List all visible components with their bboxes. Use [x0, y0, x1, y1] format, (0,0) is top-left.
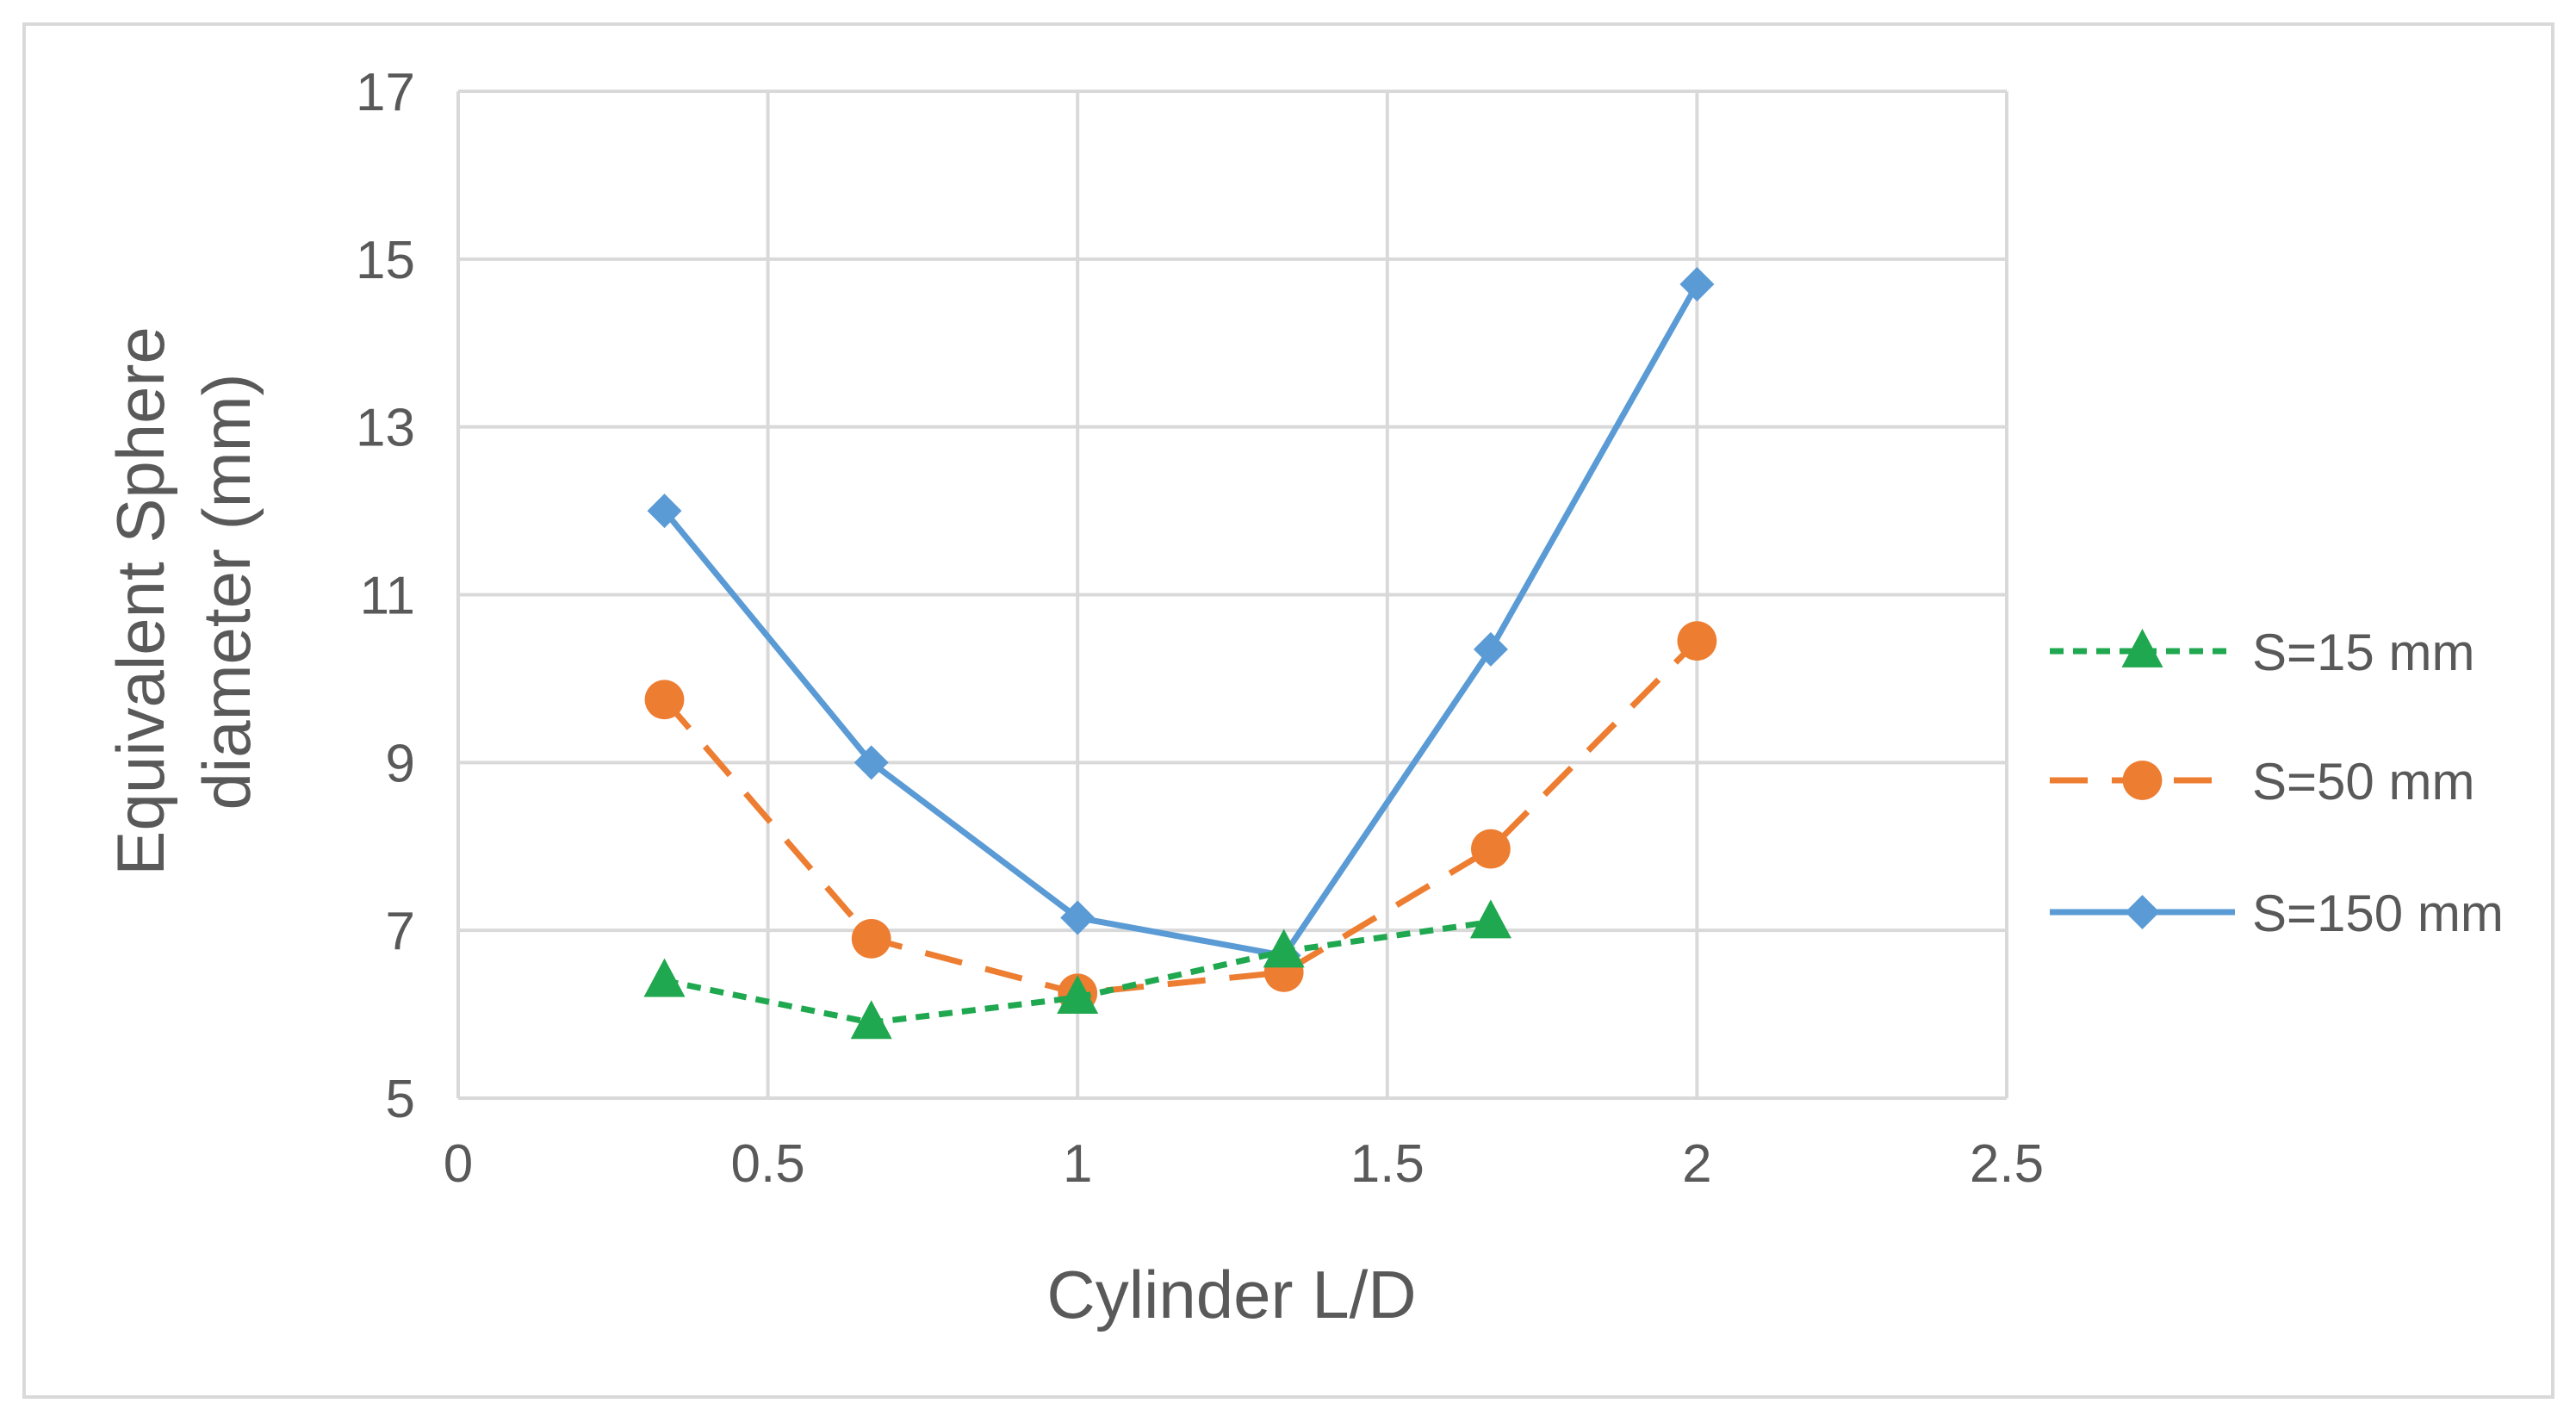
series-layer	[643, 267, 1717, 1040]
x-tick-label: 2	[1682, 1134, 1711, 1194]
y-tick-label: 7	[386, 902, 415, 961]
data-point	[1263, 928, 1305, 968]
grid	[456, 90, 2008, 1100]
series-s-150-mm	[647, 267, 1715, 973]
legend-marker	[2121, 628, 2163, 668]
legend-label: S=15 mm	[2252, 624, 2474, 681]
x-tick-label: 1	[1063, 1134, 1092, 1194]
x-tick-label: 1.5	[1350, 1134, 1425, 1194]
legend-label: S=50 mm	[2252, 753, 2474, 810]
series-s-50-mm	[644, 621, 1717, 1014]
x-axis-label: Cylinder L/D	[1046, 1257, 1416, 1332]
data-point	[850, 1000, 892, 1040]
y-tick-label: 17	[356, 63, 415, 122]
series-line	[661, 638, 1699, 997]
data-point	[643, 958, 686, 997]
data-point	[853, 745, 889, 780]
legend-marker	[2122, 761, 2163, 800]
data-point	[1469, 899, 1511, 939]
series-line	[661, 283, 1700, 959]
x-tick-label: 0	[444, 1134, 473, 1194]
y-tick-label: 13	[356, 399, 415, 458]
x-tick-label: 0.5	[730, 1134, 804, 1194]
data-point	[647, 494, 682, 529]
y-tick-label: 11	[360, 567, 415, 626]
y-axis-label-line-1: Equivalent Sphere	[102, 326, 178, 875]
x-tick-label: 2.5	[1970, 1134, 2044, 1194]
y-axis-label: Equivalent Sphere diameter (mm)	[102, 307, 264, 875]
chart-frame	[22, 22, 2554, 1399]
data-point	[1677, 621, 1717, 661]
series-s-15-mm	[643, 899, 1511, 1040]
y-tick-label: 5	[386, 1070, 415, 1129]
data-point	[1471, 829, 1511, 869]
legend-label: S=150 mm	[2252, 885, 2504, 942]
data-point	[1679, 267, 1715, 302]
data-point	[1473, 631, 1508, 667]
legend: S=15 mm S=50 mm S=150 mm	[2050, 624, 2504, 942]
data-point	[1060, 900, 1096, 935]
legend-marker	[2125, 895, 2160, 929]
y-tick-label: 15	[356, 231, 415, 290]
axes: 5 7 9 11 13 15 17 0 0.5 1 1.5 2 2.5	[356, 63, 2044, 1194]
data-point	[644, 680, 685, 720]
y-axis-label-line-2: diameter (mm)	[189, 373, 264, 810]
y-tick-label: 9	[386, 734, 415, 793]
data-point	[851, 919, 891, 959]
data-point	[1057, 975, 1099, 1014]
